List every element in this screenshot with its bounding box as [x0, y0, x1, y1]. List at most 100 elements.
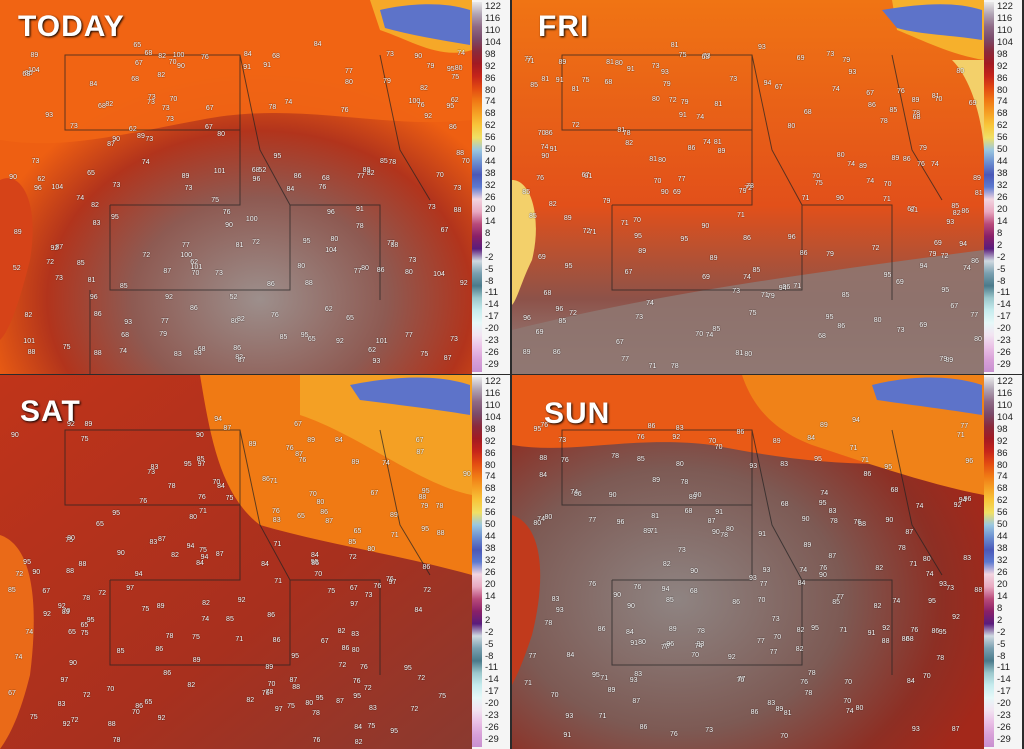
station-obs-value: 87 — [215, 550, 224, 558]
station-obs-value: 71 — [274, 577, 283, 585]
station-obs-value: 82 — [952, 210, 961, 218]
scale-tick-label: 68 — [997, 483, 1008, 495]
station-obs-value: 87 — [289, 677, 298, 685]
station-obs-value: 95 — [390, 728, 398, 736]
station-obs-value: 78 — [544, 619, 553, 627]
station-obs-value: 89 — [717, 148, 726, 156]
station-obs-value: 73 — [161, 104, 170, 112]
station-obs-value: 86 — [902, 155, 911, 163]
station-obs-value: 77 — [524, 56, 533, 64]
station-obs-value: 68 — [905, 636, 914, 644]
scale-tick-label: 122 — [485, 1, 501, 12]
scale-bar — [984, 377, 994, 747]
station-obs-value: 97 — [197, 461, 206, 469]
station-obs-value: 76 — [360, 664, 368, 672]
scale-tick-label: -8 — [485, 650, 494, 662]
station-obs-value: 89 — [772, 438, 781, 446]
station-obs-value: 80 — [855, 704, 864, 712]
scale-tick-label: 44 — [485, 156, 496, 168]
scale-tick-label: 80 — [997, 459, 1008, 471]
station-obs-value: 84 — [797, 579, 806, 587]
station-obs-value: 77 — [756, 637, 765, 645]
station-obs-value: 72 — [70, 717, 79, 725]
station-obs-value: 74 — [847, 160, 856, 168]
station-obs-value: 95 — [421, 488, 430, 496]
station-obs-value: 78 — [611, 452, 620, 460]
scale-tick-label: 80 — [997, 84, 1008, 96]
station-obs-value: 85 — [348, 539, 357, 547]
station-obs-value: 74 — [14, 653, 23, 661]
station-obs-value: 86 — [155, 645, 164, 653]
station-obs-value: 79 — [826, 251, 834, 259]
station-obs-value: 90 — [627, 603, 635, 611]
station-obs-value: 73 — [112, 182, 121, 190]
station-obs-value: 71 — [839, 627, 848, 635]
station-obs-value: 75 — [287, 702, 295, 710]
station-obs-value: 71 — [588, 228, 597, 236]
station-obs-value: 88 — [390, 242, 399, 250]
station-obs-value: 86 — [233, 345, 242, 353]
scale-tick-label: -29 — [997, 734, 1011, 746]
station-obs-value: 69 — [933, 239, 942, 247]
scale-tick-label: 110 — [997, 399, 1013, 411]
scale-tick-label: 8 — [485, 602, 491, 614]
station-obs-value: 87 — [707, 517, 716, 525]
scale-tick-label: 92 — [485, 435, 496, 447]
station-obs-value: 68 — [131, 75, 140, 83]
station-obs-value: 69 — [672, 188, 681, 196]
station-obs-value: 89 — [668, 626, 677, 634]
station-obs-value: 73 — [705, 726, 713, 734]
station-obs-value: 81 — [87, 277, 96, 285]
station-obs-value: 86 — [971, 257, 979, 265]
scale-tick-label: 32 — [485, 555, 496, 567]
station-obs-value: 86 — [647, 422, 656, 430]
station-obs-value: 95 — [23, 559, 31, 567]
station-obs-value: 90 — [711, 528, 720, 536]
station-obs-value: 65 — [96, 521, 104, 529]
station-obs-value: 81 — [651, 513, 659, 521]
station-obs-value: 82 — [625, 139, 634, 147]
station-obs-value: 85 — [119, 282, 128, 290]
station-obs-value: 68 — [121, 332, 129, 340]
scale-tick-label: 2 — [997, 239, 1003, 251]
station-obs-value: 73 — [826, 50, 835, 58]
station-obs-value: 77 — [737, 676, 746, 684]
station-obs-value: 68 — [604, 79, 613, 87]
station-obs-value: 97 — [126, 584, 135, 592]
panel-title: SAT — [20, 395, 81, 428]
scale-tick-label: 74 — [997, 471, 1008, 483]
scale-tick-label: -11 — [997, 287, 1011, 299]
station-obs-value: 88 — [881, 637, 890, 645]
station-obs-value: 90 — [9, 174, 17, 182]
station-obs-value: 76 — [416, 101, 425, 109]
station-obs-value: 68 — [890, 487, 899, 495]
map-sat — [0, 375, 472, 749]
scale-tick-label: 20 — [485, 203, 496, 215]
station-obs-value: 70 — [314, 571, 323, 579]
station-obs-value: 82 — [662, 561, 671, 569]
station-obs-value: 79 — [928, 250, 937, 258]
station-obs-value: 69 — [702, 274, 710, 282]
station-obs-value: 91 — [626, 66, 635, 74]
station-obs-value: 71 — [600, 675, 609, 683]
station-obs-value: 80 — [454, 65, 463, 73]
station-obs-value: 82 — [171, 552, 179, 560]
station-obs-value: 82 — [795, 645, 804, 653]
station-obs-value: 92 — [952, 614, 960, 622]
station-obs-value: 75 — [225, 494, 234, 502]
scale-tick-label: 56 — [485, 507, 496, 519]
scale-tick-label: 110 — [997, 24, 1013, 36]
station-obs-value: 78 — [898, 545, 906, 553]
station-obs-value: 74 — [537, 516, 545, 524]
station-obs-value: 84 — [286, 185, 295, 193]
station-obs-value: 73 — [771, 615, 780, 623]
station-obs-value: 92 — [727, 654, 736, 662]
station-obs-value: 82 — [354, 739, 363, 747]
station-obs-value: 71 — [199, 507, 207, 515]
station-obs-value: 74 — [119, 348, 128, 356]
scale-tick-label: 68 — [485, 483, 496, 495]
scale-tick-label: -5 — [997, 638, 1006, 650]
station-obs-value: 78 — [829, 518, 838, 526]
scale-tick-label: 26 — [485, 191, 496, 203]
station-obs-value: 85 — [529, 213, 537, 221]
